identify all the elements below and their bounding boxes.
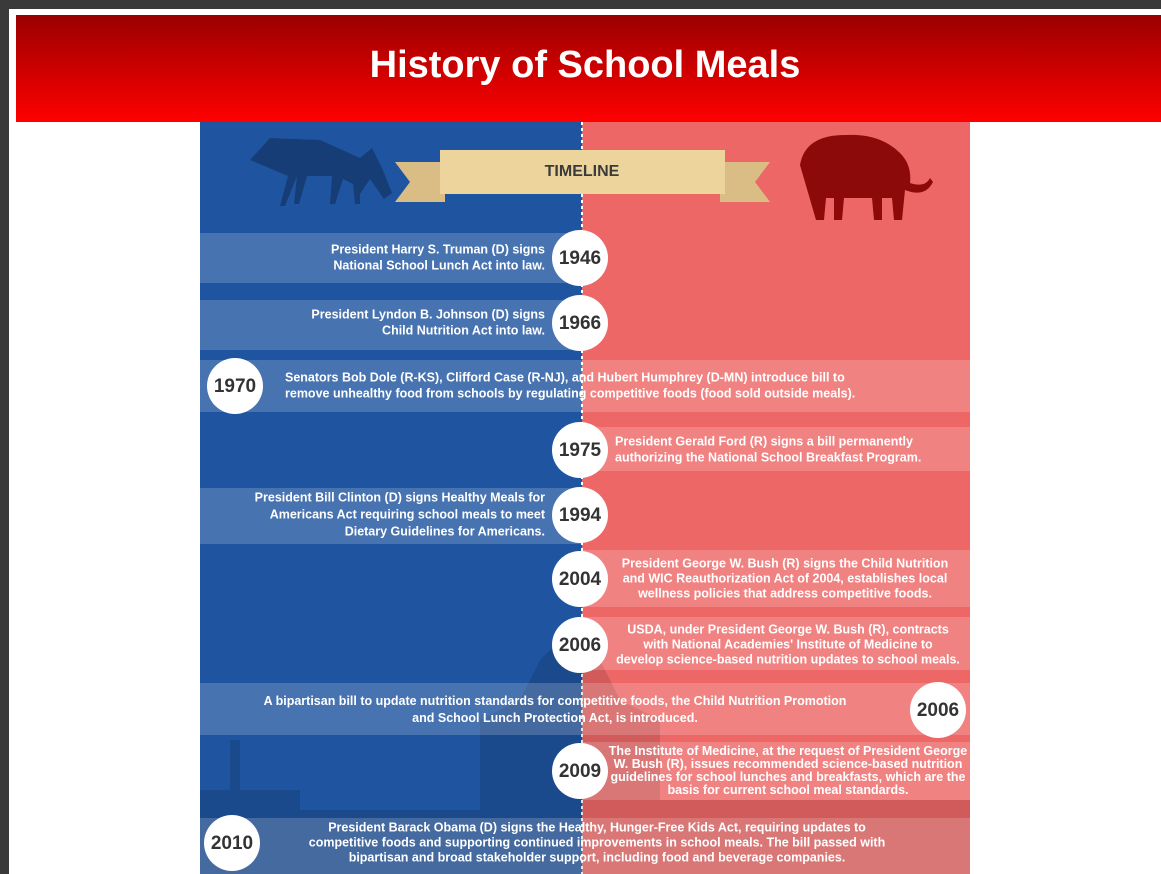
event-text: President Bill Clinton (D) signs Healthy…: [255, 490, 545, 504]
event-text: and WIC Reauthorization Act of 2004, est…: [623, 571, 948, 585]
year-label: 2006: [559, 635, 601, 656]
event-text: wellness policies that address competiti…: [637, 586, 932, 600]
event-text: Dietary Guidelines for Americans.: [345, 524, 545, 538]
event-text: President Gerald Ford (R) signs a bill p…: [615, 434, 913, 448]
year-label: 2004: [559, 569, 602, 590]
year-label: 2009: [559, 761, 601, 782]
year-label: 1966: [559, 313, 601, 334]
year-label: 1975: [559, 440, 602, 461]
frame-left: [0, 0, 9, 874]
timeline-label: TIMELINE: [545, 163, 620, 180]
event-text: The Institute of Medicine, at the reques…: [609, 744, 967, 758]
year-label: 1970: [214, 376, 256, 397]
event-text: Child Nutrition Act into law.: [382, 323, 545, 337]
event-text: guidelines for school lunches and breakf…: [611, 770, 966, 784]
frame-top: [0, 0, 1161, 9]
event-text: develop science-based nutrition updates …: [616, 652, 960, 666]
event-text: President Barack Obama (D) signs the Hea…: [328, 820, 866, 834]
year-label: 1946: [559, 248, 601, 269]
event-text: competitive foods and supporting continu…: [309, 835, 885, 849]
event-text: A bipartisan bill to update nutrition st…: [264, 694, 847, 708]
event-band: [200, 683, 970, 735]
slide: History of School Meals TIMELINE Preside…: [0, 0, 1161, 874]
event-text: remove unhealthy food from schools by re…: [285, 386, 855, 400]
event-text: W. Bush (R), issues recommended science-…: [614, 757, 963, 771]
event-text: basis for current school meal standards.: [667, 783, 908, 797]
event-text: authorizing the National School Breakfas…: [615, 450, 921, 464]
event-text: National School Lunch Act into law.: [333, 258, 545, 272]
year-label: 2006: [917, 700, 959, 721]
event-text: USDA, under President George W. Bush (R)…: [627, 622, 949, 636]
event-text: President Harry S. Truman (D) signs: [331, 242, 545, 256]
event-text: with National Academies' Institute of Me…: [642, 637, 933, 651]
event-text: Senators Bob Dole (R-KS), Clifford Case …: [285, 370, 845, 384]
event-text: and School Lunch Protection Act, is intr…: [412, 711, 698, 725]
title: History of School Meals: [370, 44, 801, 86]
year-label: 1994: [559, 505, 602, 526]
event-text: Americans Act requiring school meals to …: [270, 507, 546, 521]
event-text: President Lyndon B. Johnson (D) signs: [311, 307, 545, 321]
year-label: 2010: [211, 833, 253, 854]
page: History of School Meals TIMELINE Preside…: [0, 0, 1161, 874]
event-text: bipartisan and broad stakeholder support…: [349, 850, 846, 864]
event-text: President George W. Bush (R) signs the C…: [622, 556, 948, 570]
